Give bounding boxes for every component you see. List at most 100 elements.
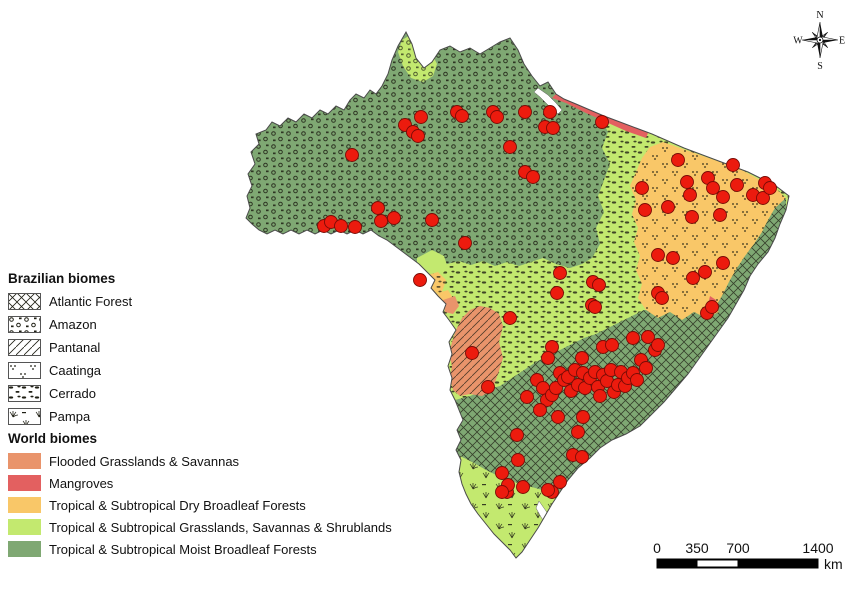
sample-point <box>510 428 524 442</box>
sample-point <box>575 351 589 365</box>
legend-item-pantanal: Pantanal <box>8 336 438 359</box>
compass-south-label: S <box>817 61 823 72</box>
sample-point <box>661 200 675 214</box>
sample-point <box>698 265 712 279</box>
legend-title-brazilian-biomes: Brazilian biomes <box>8 271 116 286</box>
sample-point <box>595 115 609 129</box>
scale-tick-700: 700 <box>726 540 750 556</box>
sample-point <box>481 380 495 394</box>
legend-item-amazon: Amazon <box>8 313 438 336</box>
sample-points-layer <box>317 105 777 499</box>
sample-point <box>374 214 388 228</box>
legend-item-moist-broadleaf: Tropical & Subtropical Moist Broadleaf F… <box>8 538 438 560</box>
compass-west-label: W <box>793 36 803 47</box>
legend-label: Pantanal <box>49 340 101 355</box>
sample-point <box>541 351 555 365</box>
legend-label: Pampa <box>49 409 91 424</box>
compass-hub-dot <box>818 38 822 42</box>
sample-point <box>576 410 590 424</box>
sample-point <box>551 410 565 424</box>
sample-point <box>655 291 669 305</box>
sample-point <box>516 480 530 494</box>
sample-point <box>756 191 770 205</box>
sample-point <box>411 129 425 143</box>
sample-point <box>414 110 428 124</box>
sample-point <box>541 483 555 497</box>
scale-tick-1400: 1400 <box>802 540 833 556</box>
scale-bar: 0 350 700 1400 km <box>653 540 843 572</box>
legend-label: Caatinga <box>49 363 102 378</box>
sample-point <box>348 220 362 234</box>
sample-point <box>680 175 694 189</box>
sample-point <box>550 286 564 300</box>
sample-point <box>425 213 439 227</box>
legend-label: Tropical & Subtropical Dry Broadleaf For… <box>49 497 306 513</box>
legend-title-world-biomes: World biomes <box>8 431 98 446</box>
legend-item-cerrado: Cerrado <box>8 382 438 405</box>
sample-point <box>605 338 619 352</box>
sample-point <box>626 331 640 345</box>
sample-point <box>546 121 560 135</box>
sample-point <box>683 188 697 202</box>
sample-point <box>490 110 504 124</box>
legend-label: Flooded Grasslands & Savannas <box>49 453 240 469</box>
cerrado-pattern-swatch <box>8 385 41 402</box>
pampa-pattern-swatch <box>8 408 41 425</box>
sample-point <box>458 236 472 250</box>
pantanal-pattern-swatch <box>8 339 41 356</box>
sample-point <box>345 148 359 162</box>
sample-point <box>630 373 644 387</box>
sample-point <box>553 266 567 280</box>
legend-item-caatinga: Caatinga <box>8 359 438 382</box>
scale-tick-350: 350 <box>685 540 709 556</box>
moist-broadleaf-color-swatch <box>8 541 41 557</box>
compass-rose: N S E W <box>793 10 845 72</box>
legend-label: Mangroves <box>49 475 114 491</box>
scale-bar-white-segment <box>697 560 738 567</box>
sample-point <box>763 181 777 195</box>
sample-point <box>553 475 567 489</box>
legend-item-grasslands-savannas: Tropical & Subtropical Grasslands, Savan… <box>8 516 438 538</box>
sample-point <box>635 181 649 195</box>
legend-label: Tropical & Subtropical Grasslands, Savan… <box>49 519 392 535</box>
sample-point <box>686 271 700 285</box>
scale-unit-label: km <box>824 556 843 572</box>
sample-point <box>371 201 385 215</box>
sample-point <box>334 219 348 233</box>
sample-point <box>671 153 685 167</box>
sample-point <box>651 338 665 352</box>
sample-point <box>685 210 699 224</box>
legend-item-mangroves: Mangroves <box>8 472 438 494</box>
sample-point <box>716 190 730 204</box>
sample-point <box>465 346 479 360</box>
sample-point <box>651 248 665 262</box>
legend-label: Amazon <box>49 317 97 332</box>
sample-point <box>387 211 401 225</box>
sample-point <box>592 278 606 292</box>
sample-point <box>705 300 719 314</box>
legend-item-pampa: Pampa <box>8 405 438 428</box>
sample-point <box>575 450 589 464</box>
atlantic-forest-pattern-swatch <box>8 293 41 310</box>
legend-item-dry-broadleaf: Tropical & Subtropical Dry Broadleaf For… <box>8 494 438 516</box>
compass-east-label: E <box>839 36 845 47</box>
flooded-grasslands-color-swatch <box>8 453 41 469</box>
sample-point <box>730 178 744 192</box>
legend-label: Atlantic Forest <box>49 294 133 309</box>
sample-point <box>666 251 680 265</box>
sample-point <box>455 109 469 123</box>
sample-point <box>520 390 534 404</box>
legend-item-atlantic-forest: Atlantic Forest <box>8 290 438 313</box>
dry-broadleaf-color-swatch <box>8 497 41 513</box>
sample-point <box>638 203 652 217</box>
scale-tick-0: 0 <box>653 540 661 556</box>
sample-point <box>593 389 607 403</box>
sample-point <box>716 256 730 270</box>
caatinga-pattern-swatch <box>8 362 41 379</box>
amazon-pattern-swatch <box>8 316 41 333</box>
legend: Brazilian biomes Atlantic Forest Amazon … <box>8 268 438 560</box>
sample-point <box>726 158 740 172</box>
sample-point <box>413 273 427 287</box>
